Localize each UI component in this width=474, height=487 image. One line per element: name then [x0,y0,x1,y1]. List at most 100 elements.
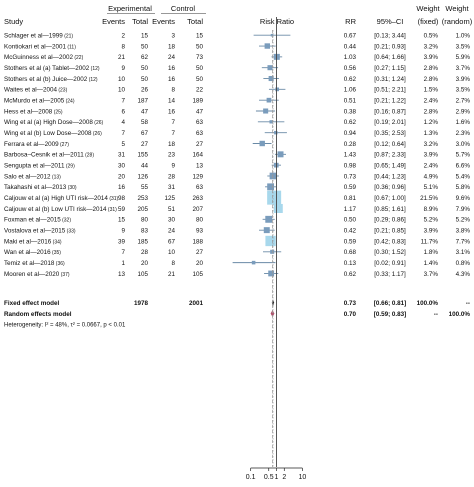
ctl-total-cell: 50 [196,65,204,72]
rr-cell: 0.50 [344,217,357,224]
study-row: Barbosa–Cesnik et al—2011 (28) 31 155 23 164… [4,151,471,159]
weight-fixed-cell: 2.8% [424,65,439,72]
ci-cell: [0.42; 0.83] [374,238,406,245]
exp-total-cell: 44 [141,162,149,169]
study-label: Ferrara et al—2009 (27) [4,141,69,148]
study-row: Wing et al (a) High Dose—2008 (26) 4 58 7 63… [4,119,470,126]
study-name: Caljouw et al (a) High UTI risk—2014 [4,195,108,202]
exp-events-cell: 5 [121,141,125,148]
rr-cell: 0.62 [344,76,357,83]
study-label: Stothers et al (b) Juice—2002 (12) [4,76,98,83]
study-ref: (32) [61,218,72,224]
exp-total-cell: 185 [137,238,148,245]
header-weight-fixed: Weight [416,4,440,13]
study-row: Waites et al—2004 (23) 10 26 8 22 1.06 [0.51; … [4,87,470,94]
exp-events-cell: 8 [121,43,125,50]
exp-total-cell: 67 [141,130,149,137]
study-label: Temiz et al—2018 (36) [4,260,65,267]
ctl-total-cell: 22 [196,87,204,94]
study-label: Caljouw et al (b) Low UTI risk—2014 (31) [4,206,117,213]
rr-cell: 0.44 [344,43,357,50]
rr-cell: 0.59 [344,238,357,245]
weight-fixed-cell: 2.8% [424,76,439,83]
ci-cell: [0.13; 3.44] [374,33,406,40]
exp-total-cell: 27 [141,141,149,148]
exp-events-cell: 7 [121,249,125,256]
weight-random-cell: 2.3% [456,130,471,137]
header-ctl-events: Events [152,17,175,26]
exp-total-cell: 47 [141,108,149,115]
ctl-total-cell: 105 [192,271,203,278]
study-ref: (26) [92,131,103,137]
ci-cell: [0.33; 1.17] [374,271,406,278]
header-control: Control [171,4,196,13]
exp-events-cell: 15 [118,217,126,224]
weight-random-cell: 5.7% [456,152,471,159]
study-label: Foxman et al—2015 (32) [4,217,71,224]
study-label: Wing et al (b) Low Dose—2008 (26) [4,130,102,137]
ctl-total-cell: 80 [196,217,204,224]
exp-total-cell: 50 [141,76,149,83]
effect-square [263,108,269,114]
study-row: Maki et al—2016 (34) 39 185 67 188 0.59 [0.42;… [4,235,471,247]
ctl-total-cell: 20 [196,260,204,267]
study-name: Stothers et al (a) Tablet—2002 [4,65,90,72]
study-label: Wing et al (a) High Dose—2008 (26) [4,119,104,126]
weight-random-cell: 3.8% [456,227,471,234]
weight-fixed-cell: 2.8% [424,108,439,115]
rr-cell: 1.06 [344,87,357,94]
study-ref: (34) [51,239,62,245]
rr-cell: 1.17 [344,206,357,213]
ctl-events-cell: 30 [168,217,176,224]
study-row: Wan et al—2016 (35) 7 28 10 27 0.68 [0.30; 1.5… [4,249,470,256]
ctl-events-cell: 125 [164,195,175,202]
x-tick-label: 1 [275,474,279,481]
header-weight-random: Weight [445,4,469,13]
rr-cell: 0.68 [344,249,357,256]
weight-random-cell: 7.7% [456,238,471,245]
ctl-events-cell: 23 [168,152,176,159]
ci-cell: [0.29; 0.86] [374,217,406,224]
ctl-total-cell: 207 [192,206,203,213]
ci-cell: [0.16; 0.87] [374,108,406,115]
weight-fixed-cell: 21.5% [420,195,438,202]
study-ref: (25) [52,109,63,115]
study-name: Temiz et al—2018 [4,260,55,267]
study-name: Mooren et al—2020 [4,271,60,278]
study-label: Vostalova et al—2015 (33) [4,227,76,234]
rr-cell: 0.81 [344,195,357,202]
study-ref: (22) [73,55,84,61]
random-label: Random effects model [4,311,72,318]
ctl-total-cell: 15 [196,33,204,40]
exp-events-cell: 39 [118,238,126,245]
ctl-events-cell: 51 [168,206,176,213]
study-ref: (29) [64,163,75,169]
exp-events-cell: 10 [118,87,126,94]
study-name: Ferrara et al—2009 [4,141,59,148]
study-ref: (31) [108,196,119,202]
rr-cell: 0.94 [344,130,357,137]
study-name: Barbosa–Cesnik et al—2011 [4,152,84,159]
effect-square [268,75,274,82]
header-exp-events: Events [102,17,125,26]
heterogeneity-note: Heterogeneity: I² = 48%, τ² = 0.0667, p … [4,322,126,328]
study-row: McGuinness et al—2002 (22) 21 62 24 73 1.03 [0… [4,53,470,61]
weight-random-cell: 7.9% [456,206,471,213]
header-study: Study [4,17,23,26]
exp-total-cell: 126 [137,173,148,180]
weight-fixed-cell: 2.4% [424,162,439,169]
ctl-total-cell: 63 [196,130,204,137]
ci-cell: [0.87; 2.33] [374,152,406,159]
study-ref: (27) [59,142,70,148]
study-name: Sengupta et al—2011 [4,162,65,169]
study-label: Mooren et al—2020 (37) [4,271,70,278]
effect-square [265,235,276,247]
study-label: Stothers et al (a) Tablet—2002 (12) [4,65,100,72]
ctl-events-cell: 3 [171,33,175,40]
study-label: Maki et al—2016 (34) [4,238,62,245]
study-name: Waites et al—2004 [4,87,57,94]
study-label: Caljouw et al (a) High UTI risk—2014 (31… [4,195,119,202]
study-name: McGuinness et al—2002 [4,54,73,61]
ci-cell: [0.30; 1.52] [374,249,406,256]
study-ref: (12) [87,77,98,83]
